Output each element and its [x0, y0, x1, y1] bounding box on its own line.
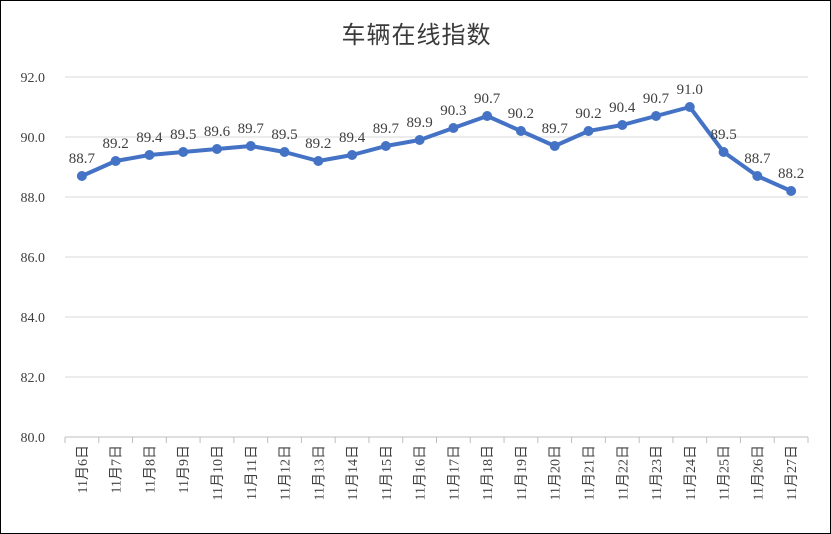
data-label: 90.7 — [474, 91, 501, 107]
data-label: 89.2 — [103, 136, 129, 152]
y-tick-label: 80.0 — [21, 431, 46, 446]
data-point — [76, 171, 87, 181]
data-point — [245, 141, 256, 151]
x-tick-label: 11月22日 — [615, 445, 631, 500]
data-label: 91.0 — [677, 82, 703, 98]
y-tick-label: 88.0 — [21, 191, 46, 206]
data-label: 90.3 — [440, 103, 466, 119]
series-polyline — [79, 105, 794, 193]
x-tick-label: 11月19日 — [514, 445, 530, 500]
data-point — [414, 135, 425, 145]
data-point — [211, 144, 222, 154]
data-label: 89.4 — [339, 130, 366, 146]
data-point — [347, 150, 358, 160]
data-label: 88.7 — [69, 151, 96, 167]
x-tick-label: 11月16日 — [413, 445, 429, 500]
data-point — [482, 111, 493, 121]
x-tick-label: 11月12日 — [278, 445, 294, 500]
x-tick-label: 11月21日 — [581, 445, 597, 500]
data-point — [583, 126, 594, 136]
x-tick-label: 11月7日 — [109, 445, 125, 493]
x-tick-label: 11月26日 — [750, 445, 766, 500]
x-tick-label: 11月15日 — [379, 445, 395, 500]
data-point — [515, 126, 526, 136]
data-label: 88.2 — [778, 166, 804, 182]
chart-title: 车辆在线指数 — [341, 21, 492, 49]
data-point — [279, 147, 290, 157]
x-tick-label: 11月23日 — [649, 445, 665, 500]
y-tick-label: 90.0 — [21, 131, 46, 146]
data-point — [110, 156, 121, 166]
data-label: 88.7 — [744, 151, 771, 167]
y-tick-label: 84.0 — [21, 311, 46, 326]
gridlines — [65, 76, 808, 438]
x-tick-label: 11月17日 — [446, 445, 462, 500]
x-tick-label: 11月25日 — [717, 445, 733, 500]
x-tick-label: 11月13日 — [311, 445, 327, 500]
data-label: 89.7 — [373, 121, 400, 137]
x-tick-label: 11月8日 — [142, 445, 158, 493]
data-point — [313, 156, 324, 166]
y-axis-ticks: 80.0 82.0 84.0 86.0 88.0 90.0 92.0 — [21, 71, 46, 446]
data-label: 90.4 — [609, 100, 636, 116]
data-label: 89.7 — [238, 121, 265, 137]
x-tick-label: 11月18日 — [480, 445, 496, 500]
data-point — [144, 150, 155, 160]
data-label: 89.5 — [271, 127, 297, 143]
data-point — [448, 123, 459, 133]
data-label: 89.7 — [542, 121, 569, 137]
y-tick-label: 86.0 — [21, 251, 46, 266]
data-point — [684, 102, 695, 112]
data-label: 89.9 — [406, 115, 432, 131]
x-tick-label: 11月11日 — [244, 445, 260, 500]
x-tick-label: 11月10日 — [210, 445, 226, 500]
data-label: 89.2 — [305, 136, 331, 152]
y-tick-label: 92.0 — [21, 71, 46, 86]
y-tick-label: 82.0 — [21, 371, 46, 386]
x-tick-label: 11月24日 — [683, 445, 699, 500]
data-point — [617, 120, 628, 130]
data-label: 89.4 — [136, 130, 163, 146]
data-label: 90.7 — [643, 91, 670, 107]
data-label: 90.2 — [508, 106, 534, 122]
x-tick-label: 11月9日 — [176, 445, 192, 493]
x-tick-label: 11月6日 — [75, 445, 91, 493]
x-tick-label: 11月27日 — [784, 445, 800, 500]
data-point — [786, 186, 797, 196]
x-tick-label: 11月20日 — [548, 445, 564, 500]
data-point — [651, 111, 662, 121]
data-labels: 88.7 89.2 89.4 89.5 89.6 89.7 89.5 89.2 89.4 89.7… — [69, 82, 804, 182]
series-line — [76, 102, 797, 196]
x-axis-ticks: 11月6日 11月7日 11月8日 11月9日 11月10日 11月11日 11月12日 11… — [64, 437, 809, 500]
data-label: 90.2 — [575, 106, 601, 122]
data-point — [752, 171, 763, 181]
data-point — [178, 147, 189, 157]
data-label: 89.6 — [204, 124, 231, 140]
data-point — [380, 141, 391, 151]
x-tick-label: 11月14日 — [345, 445, 361, 500]
data-point — [718, 147, 729, 157]
data-label: 89.5 — [710, 127, 736, 143]
data-label: 89.5 — [170, 127, 196, 143]
data-point — [549, 141, 560, 151]
